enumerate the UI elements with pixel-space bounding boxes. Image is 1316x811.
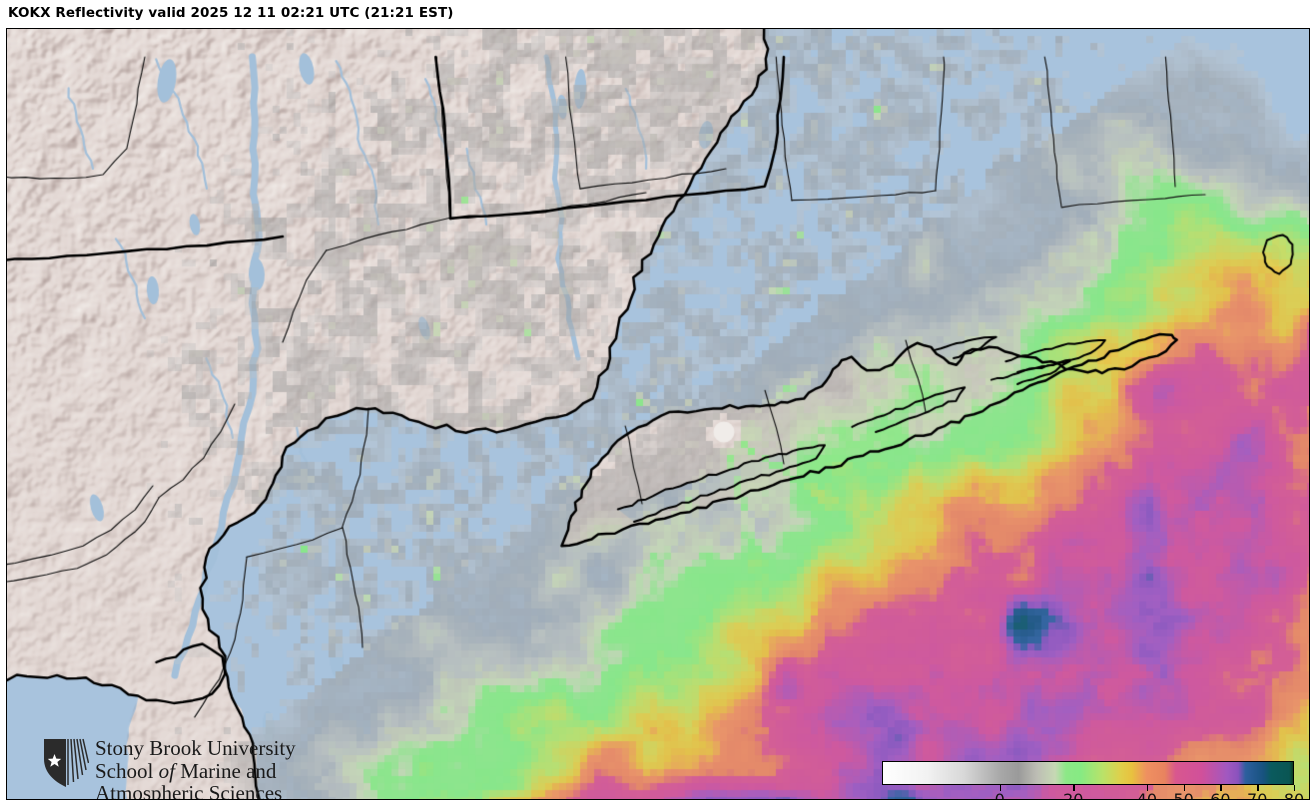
- colorbar-tick: [1257, 785, 1259, 791]
- colorbar-tick: [999, 785, 1002, 791]
- colorbar-tick-labels: 0 20 40 50 60 70 80: [882, 790, 1305, 800]
- colorbar-ticks: [882, 785, 1296, 793]
- logo-line-2-marine: Marine and: [180, 758, 277, 783]
- radar-map-panel[interactable]: 0 20 40 50 60 70 80 Stony Brook University Sch…: [6, 28, 1310, 800]
- logo-text-block: Stony Brook University School of Marine …: [95, 736, 343, 800]
- logo-line-2-school: School: [95, 758, 154, 783]
- colorbar-tick-label: 50: [1173, 790, 1194, 800]
- colorbar-tick-label: 0: [994, 790, 1005, 800]
- logo-line-2: School of Marine and: [95, 758, 343, 783]
- logo-line-3: Atmospheric Sciences: [95, 781, 283, 800]
- logo-line-1: Stony Brook University: [95, 736, 296, 760]
- colorbar-tick-label: 60: [1210, 790, 1231, 800]
- colorbar-tick-label: 40: [1136, 790, 1158, 800]
- stony-brook-logo: Stony Brook University School of Marine …: [43, 717, 343, 800]
- colorbar-tick: [1073, 785, 1075, 791]
- colorbar-tick: [1220, 785, 1222, 791]
- reflectivity-colorbar: 0 20 40 50 60 70 80: [876, 729, 1305, 800]
- shield-icon: [44, 738, 89, 787]
- title-bar: KOKX Reflectivity valid 2025 12 11 02:21…: [0, 0, 1316, 27]
- colorbar-gradient: [882, 761, 1294, 785]
- colorbar-tick-label: 70: [1247, 790, 1268, 800]
- colorbar-tick: [1294, 785, 1296, 791]
- colorbar-tick-label: 80: [1283, 790, 1305, 800]
- page-title: KOKX Reflectivity valid 2025 12 11 02:21…: [8, 5, 454, 21]
- colorbar-tick: [1183, 785, 1186, 791]
- radar-map-canvas[interactable]: [7, 29, 1309, 799]
- colorbar-tick: [1146, 785, 1149, 791]
- logo-line-2-of: of: [158, 758, 175, 783]
- colorbar-tick-label: 20: [1063, 790, 1084, 800]
